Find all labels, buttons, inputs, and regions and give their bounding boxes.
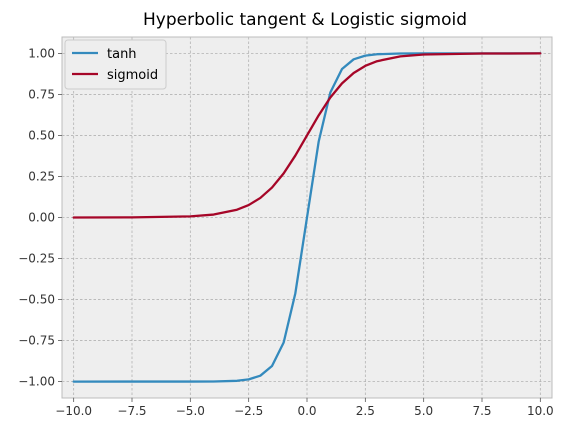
y-tick-label: 0.25 <box>28 169 55 183</box>
legend-label-sigmoid: sigmoid <box>107 68 158 83</box>
x-tick-label: 5.0 <box>414 404 433 418</box>
y-tick-label: 1.00 <box>28 46 55 60</box>
x-tick-label: 2.5 <box>356 404 375 418</box>
series-group <box>72 52 542 383</box>
x-tick-label: −5.0 <box>176 404 205 418</box>
x-tick-label: 0.0 <box>297 404 316 418</box>
x-tick-label: −10.0 <box>55 404 92 418</box>
x-tick-label: 10.0 <box>527 404 554 418</box>
legend: tanh sigmoid <box>64 39 167 90</box>
chart-title: Hyperbolic tangent & Logistic sigmoid <box>143 10 467 30</box>
y-tick-label: −0.50 <box>18 293 55 307</box>
x-tick-label: −7.5 <box>117 404 146 418</box>
series-line-tanh <box>72 52 542 383</box>
y-axis: 1.00 0.75 0.50 0.25 0.00 −0.25 −0.50 −0.75 −1.00 <box>18 46 62 389</box>
y-tick-label: −0.75 <box>18 334 55 348</box>
series-line-sigmoid <box>72 52 542 219</box>
y-tick-label: −0.25 <box>18 252 55 266</box>
y-tick-label: −1.00 <box>18 375 55 389</box>
y-tick-label: 0.75 <box>28 87 55 101</box>
x-axis: −10.0 −7.5 −5.0 −2.5 0.0 2.5 5.0 7.5 10.0 <box>55 398 554 418</box>
y-tick-label: 0.00 <box>28 211 55 225</box>
x-tick-label: 7.5 <box>472 404 491 418</box>
y-tick-label: 0.50 <box>28 128 55 142</box>
x-tick-label: −2.5 <box>234 404 263 418</box>
legend-label-tanh: tanh <box>107 47 137 62</box>
